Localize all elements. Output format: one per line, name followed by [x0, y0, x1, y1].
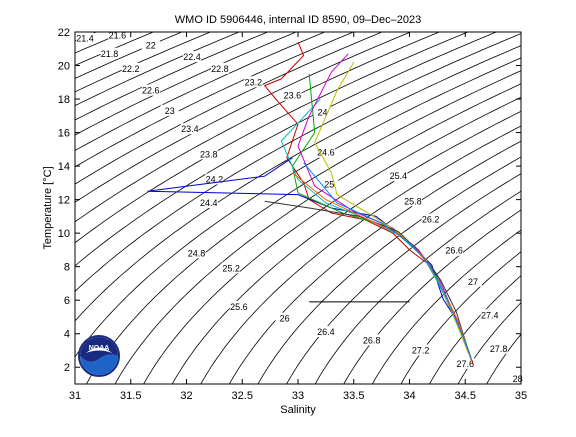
contour-label: 24.4: [200, 198, 218, 208]
y-tick-label: 20: [58, 61, 70, 73]
x-axis-label: Salinity: [280, 404, 316, 416]
x-tick-label: 32: [180, 390, 192, 402]
contour-label: 26: [280, 314, 290, 324]
contour-label: 23.6: [284, 91, 302, 101]
contour-label: 23: [165, 106, 175, 116]
contour-label: 27: [468, 277, 478, 287]
contour-label: 23.8: [200, 149, 218, 159]
contour-label: 25.4: [390, 171, 408, 181]
contour-label: 26.8: [363, 335, 381, 345]
contour-label: 27.8: [490, 344, 508, 354]
y-tick-label: 12: [58, 195, 70, 207]
y-tick-label: 4: [64, 329, 70, 341]
logo-text: NOAA: [89, 345, 110, 352]
x-tick-label: 31.5: [120, 390, 141, 402]
contour-label: 22.4: [183, 52, 201, 62]
contour-label: 26.4: [317, 327, 335, 337]
x-tick-label: 34: [403, 390, 415, 402]
contour-label: 27.4: [481, 310, 499, 320]
contour-label: 21.4: [76, 34, 94, 44]
contour-label: 26.6: [445, 246, 463, 256]
noaa-logo: NOAA: [79, 336, 119, 376]
x-tick-label: 35: [515, 390, 527, 402]
contour-label: 27.2: [412, 345, 430, 355]
contour-label: 24.8: [188, 248, 206, 258]
contour-label: 25.8: [404, 196, 422, 206]
x-tick-label: 32.5: [232, 390, 253, 402]
y-tick-label: 22: [58, 27, 70, 39]
x-tick-label: 33: [292, 390, 304, 402]
y-tick-label: 6: [64, 295, 70, 307]
contour-label: 26.2: [422, 215, 440, 225]
x-tick-label: 31: [69, 390, 81, 402]
y-tick-label: 14: [58, 161, 70, 173]
x-tick-label: 34.5: [455, 390, 476, 402]
y-tick-label: 10: [58, 228, 70, 240]
contour-label: 22: [146, 40, 156, 50]
contour-label: 25.6: [230, 302, 248, 312]
contour-label: 21.8: [101, 49, 119, 59]
contour-label: 25.2: [222, 263, 240, 273]
y-tick-label: 2: [64, 362, 70, 374]
y-tick-label: 8: [64, 262, 70, 274]
contour-label: 23.2: [245, 77, 263, 87]
x-tick-label: 33.5: [343, 390, 364, 402]
chart-title: WMO ID 5906446, internal ID 8590, 09–Dec…: [175, 14, 421, 26]
contour-label: 22.8: [211, 64, 229, 74]
y-tick-label: 16: [58, 128, 70, 140]
contour-label: 23.4: [181, 124, 199, 134]
y-axis-label: Temperature [°C]: [42, 166, 54, 249]
contour-label: 22.2: [122, 64, 140, 74]
y-tick-label: 18: [58, 94, 70, 106]
contour-label: 25: [324, 180, 334, 190]
contour-label: 22.6: [142, 86, 160, 96]
